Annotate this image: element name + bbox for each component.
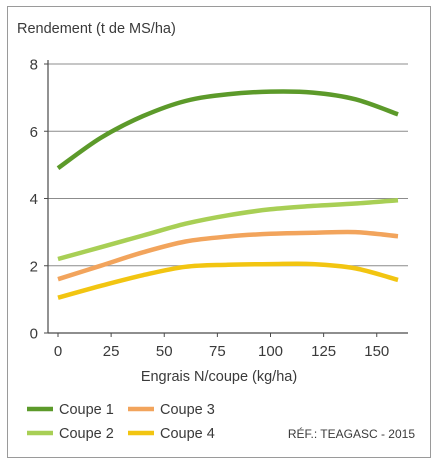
y-tick-label: 6 bbox=[30, 124, 38, 141]
x-tick-label: 150 bbox=[364, 343, 389, 360]
series-line-4 bbox=[57, 261, 399, 300]
source-note: RÉF.: TEAGASC - 2015 bbox=[288, 426, 415, 441]
y-axis-label: Rendement (t de MS/ha) bbox=[17, 21, 176, 37]
x-tick-label: 125 bbox=[311, 343, 336, 360]
x-axis-label: Engrais N/coupe (kg/ha) bbox=[141, 369, 297, 385]
x-tick-label: 75 bbox=[209, 343, 226, 360]
legend-label: Coupe 1 bbox=[59, 402, 114, 418]
legend-label: Coupe 2 bbox=[59, 426, 114, 442]
x-tick-label: 100 bbox=[258, 343, 283, 360]
y-tick-label: 4 bbox=[30, 191, 38, 208]
legend-label: Coupe 4 bbox=[160, 426, 215, 442]
legend-label: Coupe 3 bbox=[160, 402, 215, 418]
y-tick-label: 8 bbox=[30, 57, 38, 74]
x-tick-label: 25 bbox=[103, 343, 120, 360]
series-line-3 bbox=[57, 229, 399, 282]
y-tick-label: 0 bbox=[30, 326, 38, 343]
series-line-1 bbox=[56, 89, 399, 171]
y-tick-label: 2 bbox=[30, 258, 38, 275]
series-line-2 bbox=[57, 197, 399, 262]
x-tick-label: 0 bbox=[54, 343, 62, 360]
x-tick-label: 50 bbox=[156, 343, 173, 360]
